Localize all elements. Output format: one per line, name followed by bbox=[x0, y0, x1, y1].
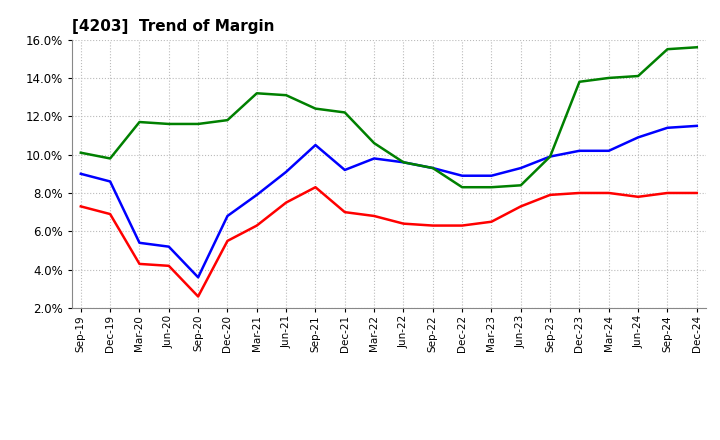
Net Income bbox=[575, 191, 584, 196]
Net Income bbox=[253, 223, 261, 228]
Operating Cashflow bbox=[341, 110, 349, 115]
Net Income bbox=[194, 294, 202, 299]
Operating Cashflow bbox=[311, 106, 320, 111]
Net Income bbox=[458, 223, 467, 228]
Line: Net Income: Net Income bbox=[81, 187, 697, 297]
Ordinary Income bbox=[634, 135, 642, 140]
Operating Cashflow bbox=[487, 185, 496, 190]
Operating Cashflow bbox=[282, 92, 290, 98]
Ordinary Income bbox=[693, 123, 701, 128]
Net Income bbox=[135, 261, 144, 267]
Ordinary Income bbox=[135, 240, 144, 246]
Operating Cashflow bbox=[575, 79, 584, 84]
Operating Cashflow bbox=[663, 47, 672, 52]
Net Income bbox=[282, 200, 290, 205]
Operating Cashflow bbox=[76, 150, 85, 155]
Net Income bbox=[663, 191, 672, 196]
Net Income bbox=[399, 221, 408, 226]
Net Income bbox=[370, 213, 379, 219]
Ordinary Income bbox=[311, 143, 320, 148]
Ordinary Income bbox=[370, 156, 379, 161]
Ordinary Income bbox=[516, 165, 525, 171]
Operating Cashflow bbox=[605, 75, 613, 81]
Net Income bbox=[164, 263, 173, 268]
Line: Operating Cashflow: Operating Cashflow bbox=[81, 47, 697, 187]
Ordinary Income bbox=[76, 171, 85, 176]
Operating Cashflow bbox=[370, 140, 379, 146]
Operating Cashflow bbox=[164, 121, 173, 127]
Operating Cashflow bbox=[135, 119, 144, 125]
Ordinary Income bbox=[106, 179, 114, 184]
Ordinary Income bbox=[253, 192, 261, 198]
Ordinary Income bbox=[194, 275, 202, 280]
Net Income bbox=[341, 209, 349, 215]
Ordinary Income bbox=[428, 165, 437, 171]
Operating Cashflow bbox=[516, 183, 525, 188]
Net Income bbox=[311, 185, 320, 190]
Ordinary Income bbox=[663, 125, 672, 130]
Ordinary Income bbox=[546, 154, 554, 159]
Ordinary Income bbox=[605, 148, 613, 154]
Ordinary Income bbox=[223, 213, 232, 219]
Operating Cashflow bbox=[194, 121, 202, 127]
Net Income bbox=[106, 211, 114, 216]
Ordinary Income bbox=[164, 244, 173, 249]
Net Income bbox=[223, 238, 232, 244]
Operating Cashflow bbox=[693, 44, 701, 50]
Ordinary Income bbox=[341, 167, 349, 172]
Net Income bbox=[516, 204, 525, 209]
Ordinary Income bbox=[458, 173, 467, 178]
Operating Cashflow bbox=[546, 154, 554, 159]
Operating Cashflow bbox=[106, 156, 114, 161]
Operating Cashflow bbox=[634, 73, 642, 79]
Net Income bbox=[76, 204, 85, 209]
Ordinary Income bbox=[575, 148, 584, 154]
Operating Cashflow bbox=[253, 91, 261, 96]
Net Income bbox=[693, 191, 701, 196]
Net Income bbox=[634, 194, 642, 199]
Net Income bbox=[605, 191, 613, 196]
Text: [4203]  Trend of Margin: [4203] Trend of Margin bbox=[72, 19, 274, 34]
Ordinary Income bbox=[399, 160, 408, 165]
Line: Ordinary Income: Ordinary Income bbox=[81, 126, 697, 277]
Operating Cashflow bbox=[458, 185, 467, 190]
Ordinary Income bbox=[282, 169, 290, 175]
Ordinary Income bbox=[487, 173, 496, 178]
Net Income bbox=[428, 223, 437, 228]
Operating Cashflow bbox=[223, 117, 232, 123]
Operating Cashflow bbox=[428, 165, 437, 171]
Net Income bbox=[546, 192, 554, 198]
Operating Cashflow bbox=[399, 160, 408, 165]
Net Income bbox=[487, 219, 496, 224]
